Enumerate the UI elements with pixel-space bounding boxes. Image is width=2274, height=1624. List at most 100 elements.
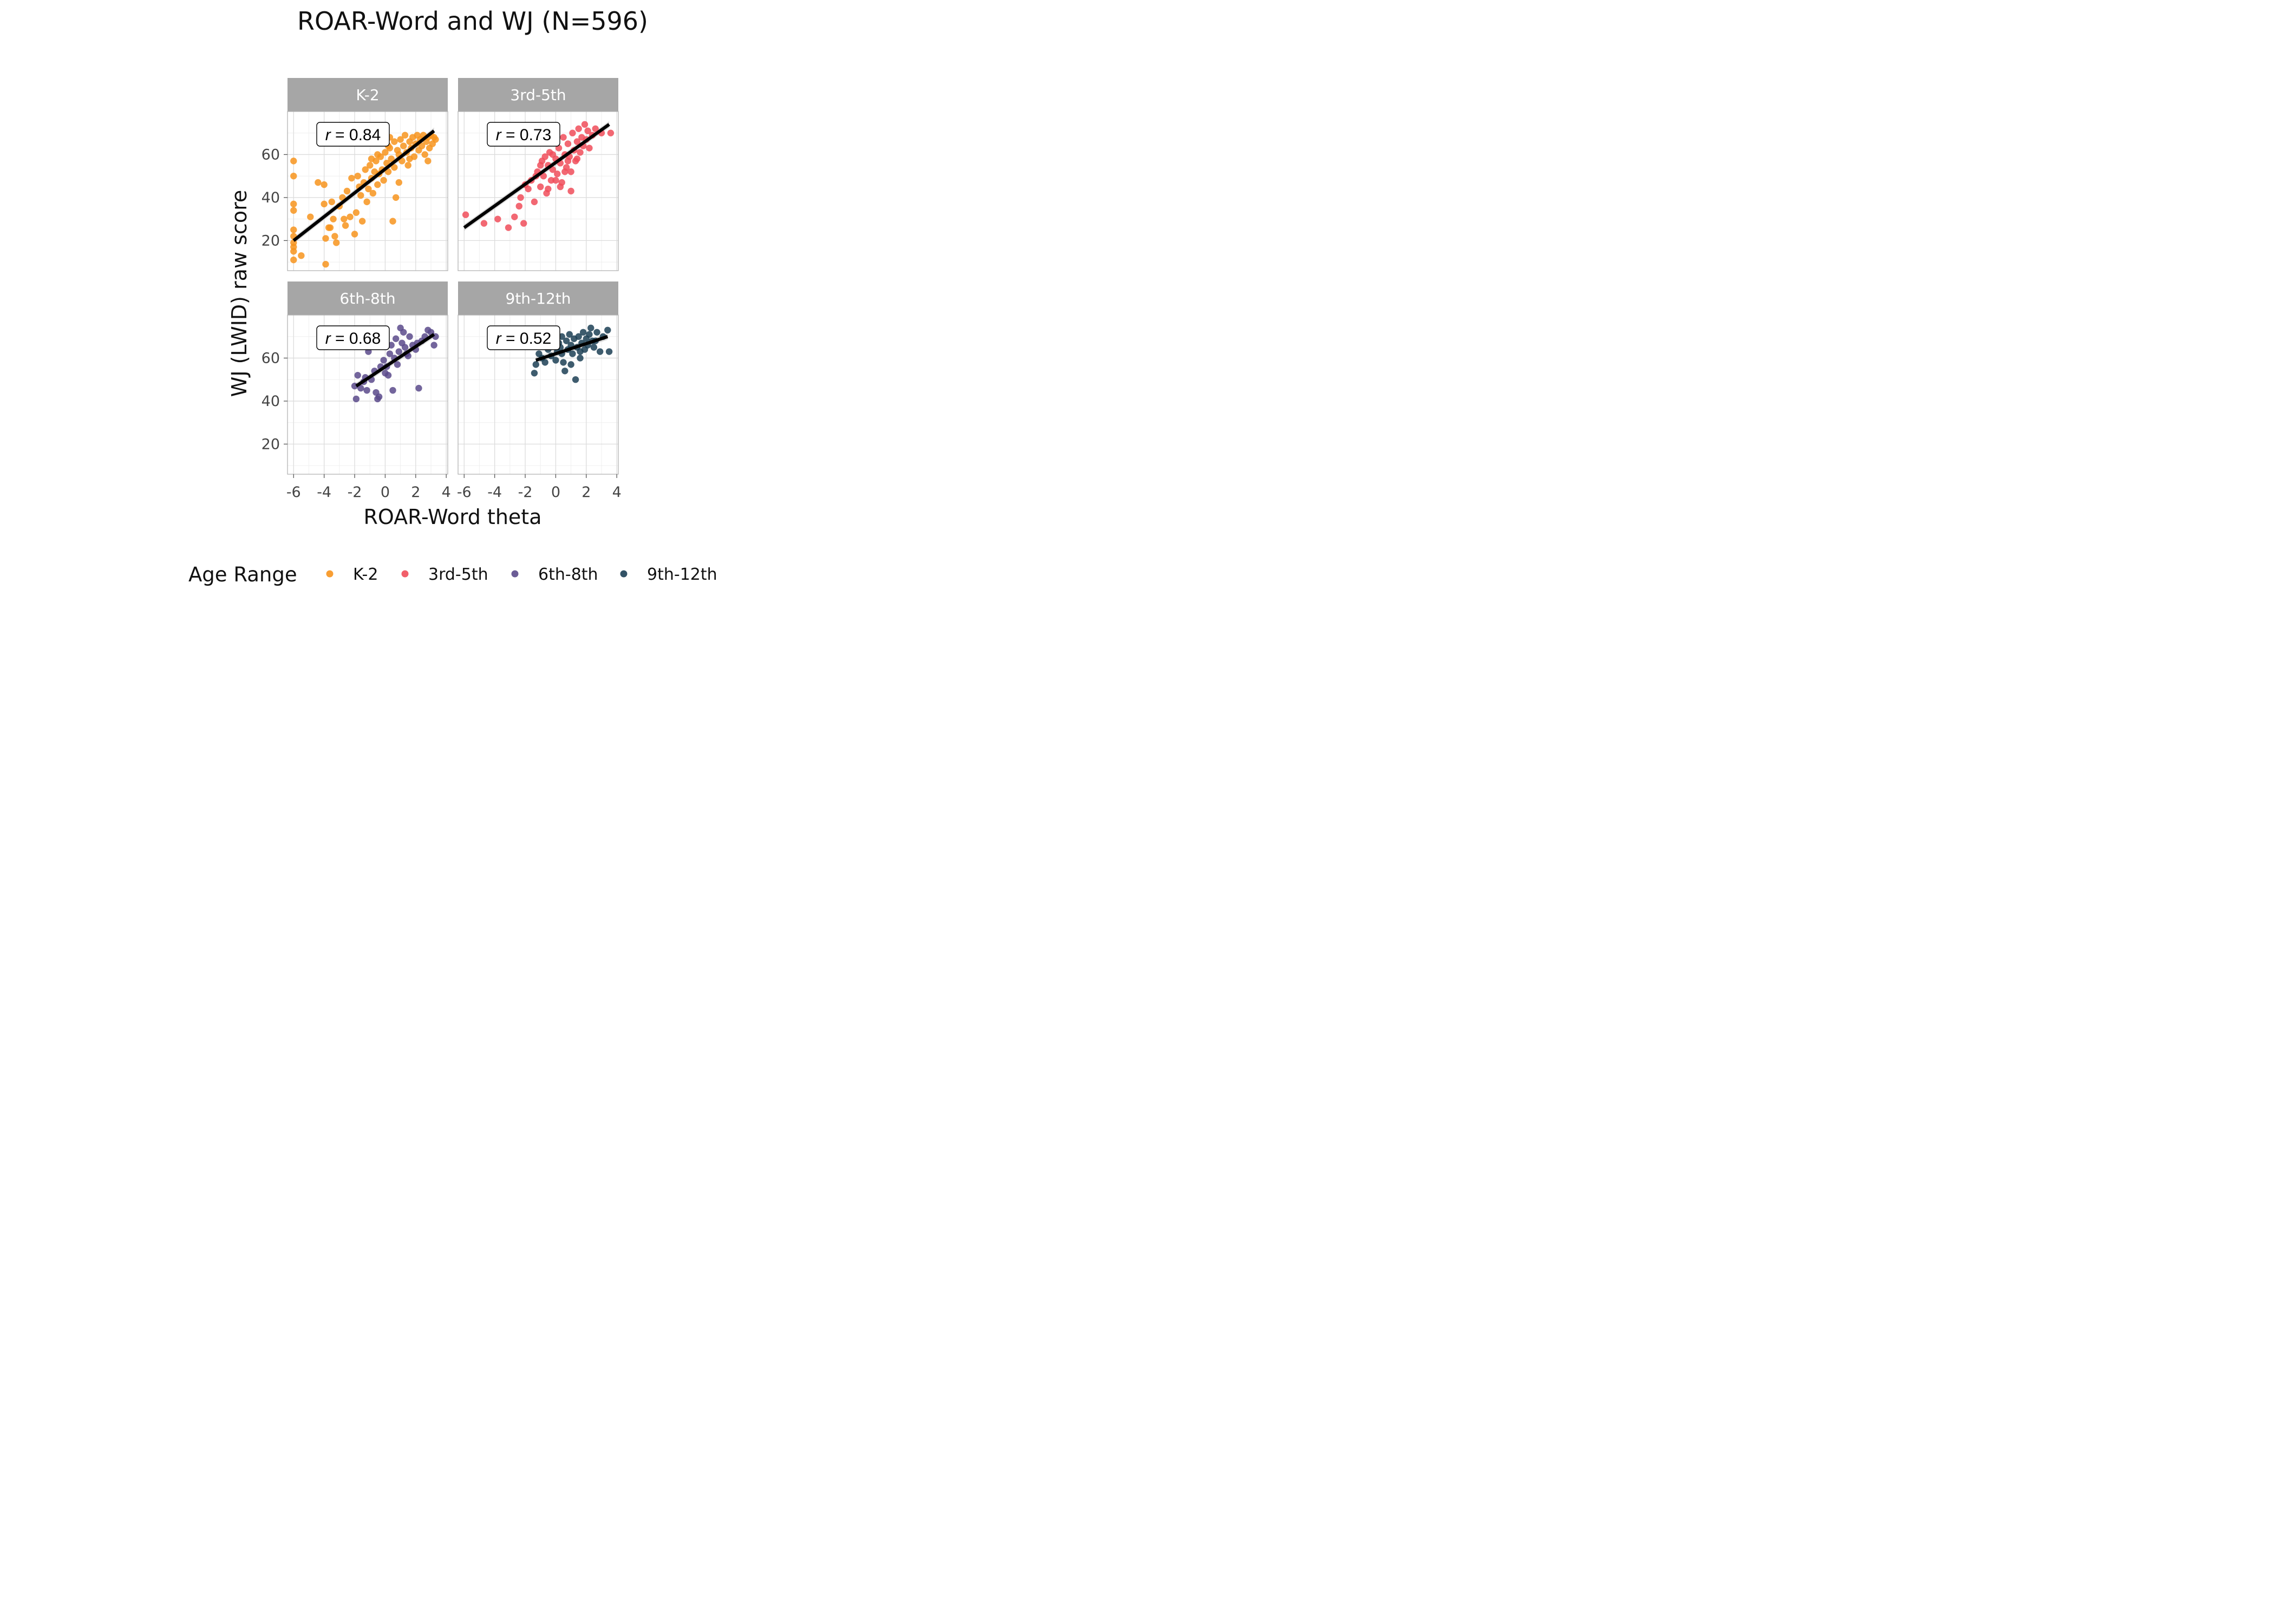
data-point — [430, 342, 437, 349]
data-point — [389, 218, 396, 225]
data-point — [369, 189, 377, 197]
correlation-label: r = 0.68 — [325, 330, 381, 348]
facet-strip — [458, 281, 618, 315]
data-point — [572, 376, 579, 383]
data-point — [290, 172, 297, 180]
data-point — [596, 348, 604, 355]
data-point — [560, 359, 567, 366]
correlation-label: r = 0.73 — [496, 126, 552, 144]
panel-9th-12th: 9th-12th r = 0.52 — [458, 281, 619, 475]
legend-swatch — [401, 570, 409, 578]
facet-strip — [287, 281, 448, 315]
data-point — [394, 361, 401, 368]
data-point — [593, 329, 600, 336]
x-tick-label: -2 — [518, 484, 533, 501]
data-point — [515, 202, 522, 210]
panel-border — [458, 315, 619, 475]
faceted-scatter-chart: ROAR-Word and WJ (N=596) WJ (LWID) raw s… — [188, 6, 717, 586]
correlation-label-box — [316, 122, 390, 147]
data-point — [579, 329, 587, 336]
data-point — [573, 155, 581, 162]
data-point — [321, 181, 328, 188]
x-tick-label: 0 — [551, 484, 560, 501]
data-point — [380, 357, 387, 364]
data-point — [358, 218, 366, 225]
data-point — [511, 213, 518, 220]
legend-items: K-2 3rd-5th 6th-8th 9th-12th — [326, 565, 717, 584]
data-point — [352, 395, 360, 403]
correlation-label-box — [487, 122, 560, 147]
data-point — [354, 172, 361, 180]
data-point — [367, 162, 374, 169]
regression-line — [292, 129, 435, 242]
correlation-label-box — [487, 325, 560, 350]
x-axis: -6 -4 -2 0 2 4 -6 -4 -2 0 2 4 — [286, 474, 622, 501]
data-point — [401, 344, 409, 351]
facet-strip — [287, 78, 448, 112]
x-tick-label: 2 — [581, 484, 591, 501]
data-point — [341, 215, 348, 222]
data-point — [351, 231, 358, 238]
data-point — [397, 136, 404, 143]
data-point — [462, 211, 469, 218]
data-point — [395, 348, 402, 355]
data-point — [362, 166, 369, 173]
x-tick-label: -2 — [348, 484, 362, 501]
y-tick-label: 20 — [262, 436, 280, 453]
data-point — [388, 155, 395, 162]
data-point — [290, 158, 297, 165]
data-point — [391, 164, 398, 171]
data-point — [401, 132, 409, 139]
panel-border — [458, 111, 619, 271]
data-point — [605, 348, 613, 355]
data-point — [330, 215, 337, 222]
data-point — [290, 248, 297, 255]
regression-line — [355, 333, 435, 388]
data-point — [554, 171, 561, 178]
data-point — [531, 370, 538, 377]
facet-strip-label: 6th-8th — [339, 290, 395, 307]
x-tick-label: 0 — [381, 484, 390, 501]
data-point — [569, 350, 576, 357]
data-point — [480, 220, 488, 227]
facet-strip-label: 9th-12th — [506, 290, 571, 307]
data-point — [494, 215, 501, 222]
data-point — [532, 361, 539, 368]
facet-panels: K-2 r = 0.84 3rd-5th r = 0.73 6th-8th r = 0.6… — [287, 78, 619, 475]
data-point — [541, 153, 548, 160]
data-point — [575, 333, 582, 340]
data-point — [307, 213, 314, 220]
legend-swatch — [326, 570, 334, 578]
chart-title: ROAR-Word and WJ (N=596) — [297, 6, 648, 36]
data-point — [561, 368, 568, 375]
legend-swatch — [620, 570, 628, 578]
legend-label: 6th-8th — [538, 565, 598, 584]
data-point — [365, 185, 372, 193]
data-point — [328, 198, 335, 206]
data-point — [392, 335, 400, 342]
data-point — [569, 129, 576, 136]
data-point — [567, 168, 574, 175]
legend-item: K-2 — [326, 565, 378, 584]
legend-title: Age Range — [188, 563, 297, 586]
correlation-label: r = 0.84 — [325, 126, 381, 144]
data-point — [363, 387, 370, 394]
data-point — [564, 158, 572, 165]
data-point — [326, 224, 334, 231]
y-tick-label: 40 — [262, 189, 280, 206]
y-axis: 20 40 60 20 40 60 — [262, 146, 287, 453]
data-point — [398, 158, 406, 165]
facet-strip-label: K-2 — [356, 86, 379, 104]
data-point — [363, 198, 370, 206]
data-point — [421, 151, 428, 158]
legend-swatch — [511, 570, 519, 578]
data-point — [540, 172, 547, 180]
data-point — [315, 179, 322, 186]
data-point — [331, 233, 338, 240]
data-point — [380, 176, 387, 184]
data-point — [384, 168, 392, 175]
data-point — [322, 260, 329, 268]
data-point — [406, 333, 413, 340]
data-point — [389, 387, 396, 394]
data-point — [592, 125, 599, 132]
